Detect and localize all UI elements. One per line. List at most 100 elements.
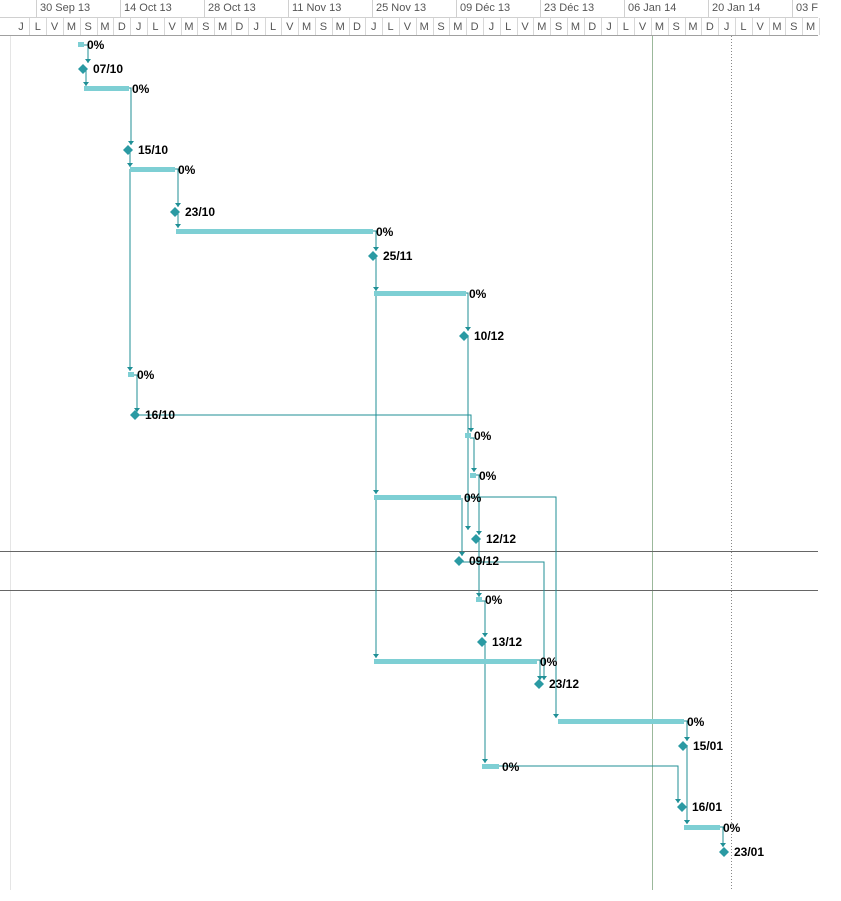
milestone-date-label: 07/10 (93, 62, 123, 76)
milestone-date-label: 13/12 (492, 635, 522, 649)
milestone-diamond[interactable] (477, 637, 487, 647)
link-arrowhead (175, 224, 181, 228)
minor-day-label: M (688, 21, 697, 33)
major-date-label: 03 F (796, 2, 818, 14)
task-bar[interactable] (465, 433, 471, 438)
milestone-diamond[interactable] (678, 741, 688, 751)
link-arrowhead (476, 531, 482, 535)
task-bar[interactable] (78, 42, 84, 47)
minor-day-label: D (235, 21, 243, 33)
timescale-header: 30 Sep 13 14 Oct 13 28 Oct 13 11 Nov 13 25 N… (0, 0, 841, 36)
minor-day-label: J (253, 21, 259, 33)
minor-day-label: V (51, 21, 59, 33)
task-progress-label: 0% (178, 163, 196, 177)
task-progress-label: 0% (87, 38, 105, 52)
minor-day-label: L (623, 21, 629, 33)
task-bar[interactable] (374, 659, 537, 664)
minor-day-label: M (184, 21, 193, 33)
milestone-diamond[interactable] (719, 847, 729, 857)
minor-day-label: J (136, 21, 142, 33)
milestone-date-label: 16/10 (145, 408, 175, 422)
minor-day-label: V (521, 21, 529, 33)
task-bar[interactable] (374, 291, 466, 296)
major-date-label: 14 Oct 13 (124, 2, 172, 14)
milestone-date-label: 23/10 (185, 205, 215, 219)
major-date-label: 09 Déc 13 (460, 2, 510, 14)
milestone-diamond[interactable] (78, 64, 88, 74)
milestone-diamond[interactable] (459, 331, 469, 341)
link-arrowhead (127, 367, 133, 371)
minor-day-label: M (100, 21, 109, 33)
minor-day-label: M (655, 21, 664, 33)
task-progress-label: 0% (132, 82, 150, 96)
task-progress-label: 0% (502, 760, 520, 774)
minor-day-label: M (302, 21, 311, 33)
link-arrowhead (134, 408, 140, 412)
dependency-link (133, 374, 138, 412)
link-arrowhead (537, 676, 543, 680)
dependency-link (719, 826, 724, 847)
milestone-date-label: 23/01 (734, 845, 764, 859)
link-arrowhead (83, 82, 89, 86)
milestone-diamond[interactable] (130, 410, 140, 420)
link-arrowhead (482, 759, 488, 763)
milestone-diamond[interactable] (677, 802, 687, 812)
minor-day-label: V (404, 21, 412, 33)
task-bar[interactable] (374, 495, 461, 500)
link-arrowhead (373, 287, 379, 291)
task-progress-label: 0% (474, 429, 492, 443)
minor-day-label: D (118, 21, 126, 33)
major-date-label: 11 Nov 13 (292, 2, 341, 14)
task-bar[interactable] (84, 86, 129, 91)
milestone-diamond[interactable] (454, 556, 464, 566)
link-arrowhead (175, 203, 181, 207)
task-bar[interactable] (176, 229, 373, 234)
link-arrowhead (459, 552, 465, 556)
dependency-link (465, 292, 469, 331)
milestone-date-label: 10/12 (474, 329, 504, 343)
dependency-link (684, 720, 688, 741)
milestone-diamond[interactable] (534, 679, 544, 689)
task-bar[interactable] (684, 825, 720, 830)
task-bar[interactable] (470, 473, 476, 478)
link-arrowhead (553, 714, 559, 718)
link-arrowhead (684, 737, 690, 741)
major-date-label: 20 Jan 14 (712, 2, 760, 14)
minor-day-label: V (639, 21, 647, 33)
link-arrowhead (373, 490, 379, 494)
milestone-date-label: 15/10 (138, 143, 168, 157)
minor-day-label: M (571, 21, 580, 33)
dependency-link (536, 659, 541, 680)
task-bar[interactable] (558, 719, 684, 724)
link-arrowhead (720, 843, 726, 847)
minor-day-label: S (85, 21, 92, 33)
task-bar[interactable] (128, 372, 134, 377)
dependency-link (128, 87, 132, 145)
minor-day-label: D (353, 21, 361, 33)
milestone-date-label: 23/12 (549, 677, 579, 691)
dependency-link (465, 496, 557, 718)
dependency-link (475, 474, 480, 535)
task-progress-label: 0% (376, 225, 394, 239)
dependency-link (174, 168, 179, 207)
task-progress-label: 0% (723, 821, 741, 835)
major-date-label: 25 Nov 13 (376, 2, 426, 14)
dependency-link (481, 600, 486, 637)
link-arrowhead (373, 654, 379, 658)
minor-day-label: J (371, 21, 377, 33)
major-date-label: 28 Oct 13 (208, 2, 256, 14)
task-bar[interactable] (482, 764, 499, 769)
minor-day-label: M (772, 21, 781, 33)
milestone-diamond[interactable] (170, 207, 180, 217)
milestone-diamond[interactable] (471, 534, 481, 544)
link-arrowhead (468, 428, 474, 432)
dependency-link (135, 414, 472, 432)
milestone-diamond[interactable] (123, 145, 133, 155)
task-progress-label: 0% (687, 715, 705, 729)
task-bar[interactable] (130, 167, 175, 172)
task-bar[interactable] (476, 597, 482, 602)
link-arrowhead (476, 593, 482, 597)
milestone-diamond[interactable] (368, 251, 378, 261)
